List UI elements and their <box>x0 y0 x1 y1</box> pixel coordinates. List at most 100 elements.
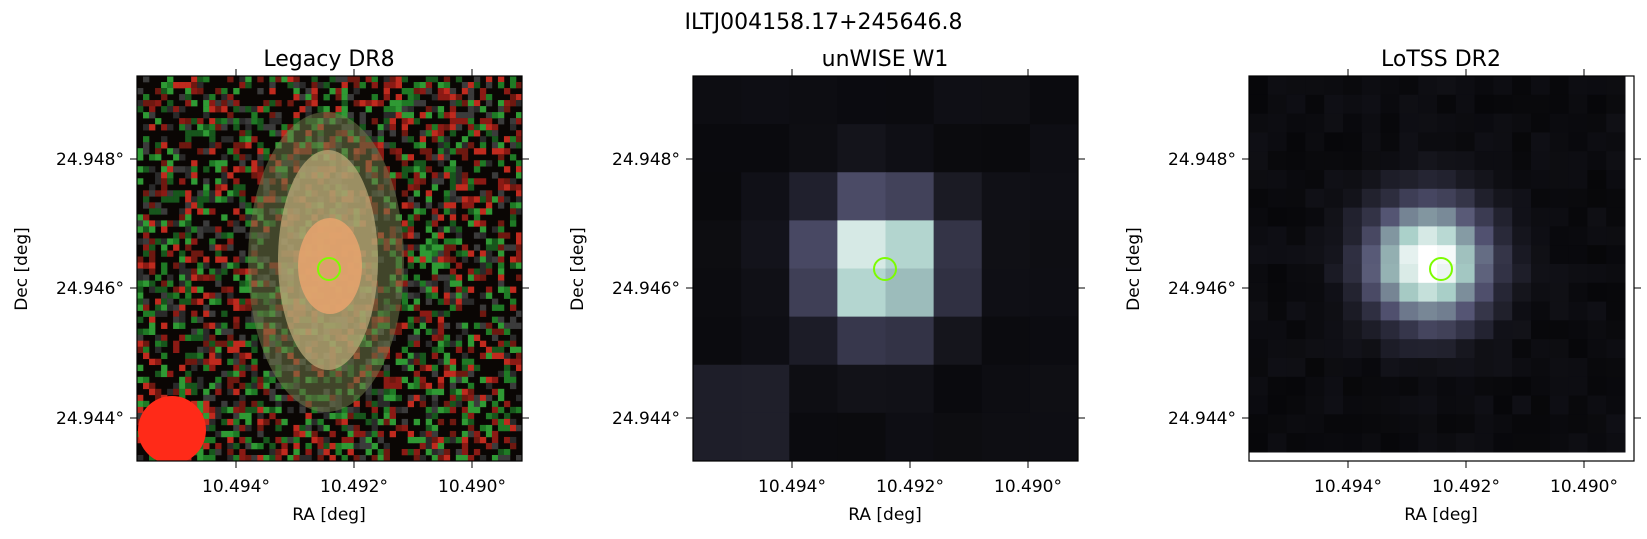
image-pixel <box>1305 301 1325 321</box>
image-pixel <box>221 94 228 101</box>
image-pixel <box>491 136 499 143</box>
image-pixel <box>179 82 186 89</box>
image-pixel <box>1549 320 1570 340</box>
image-pixel <box>509 178 517 185</box>
image-pixel <box>413 178 421 185</box>
image-pixel <box>1455 282 1476 303</box>
image-pixel <box>233 274 240 281</box>
image-pixel <box>515 394 522 402</box>
image-pixel <box>485 190 493 197</box>
image-pixel <box>227 406 234 414</box>
image-pixel <box>269 412 276 420</box>
image-pixel <box>437 334 445 341</box>
image-pixel <box>479 190 487 197</box>
image-pixel <box>227 358 234 366</box>
image-pixel <box>1606 188 1626 209</box>
image-pixel <box>1549 151 1570 171</box>
image-pixel <box>431 364 439 372</box>
image-pixel <box>437 160 445 167</box>
image-pixel <box>497 274 505 281</box>
image-pixel <box>1512 94 1532 115</box>
image-pixel <box>431 238 439 245</box>
image-pixel <box>155 334 162 341</box>
image-pixel <box>269 76 276 83</box>
image-pixel <box>467 412 475 420</box>
image-pixel <box>1437 433 1457 453</box>
image-pixel <box>1455 76 1476 96</box>
image-pixel <box>437 262 445 269</box>
image-pixel <box>185 118 192 125</box>
image-pixel <box>1380 358 1400 378</box>
image-pixel <box>1437 76 1457 96</box>
image-pixel <box>173 292 180 299</box>
image-pixel <box>305 430 312 438</box>
image-pixel <box>221 268 228 275</box>
image-pixel <box>431 244 439 251</box>
image-pixel <box>449 418 457 426</box>
image-pixel <box>203 274 210 281</box>
image-pixel <box>455 370 463 378</box>
image-pixel <box>1606 320 1626 340</box>
image-pixel <box>401 112 409 119</box>
image-pixel <box>227 232 234 239</box>
image-pixel <box>1437 94 1457 115</box>
image-pixel <box>155 304 162 311</box>
image-pixel <box>461 322 469 329</box>
image-pixel <box>1493 395 1513 415</box>
image-pixel <box>167 160 174 167</box>
image-pixel <box>161 142 168 149</box>
image-pixel <box>455 226 463 233</box>
image-pixel <box>197 82 204 89</box>
image-pixel <box>227 286 234 293</box>
image-pixel <box>1418 226 1438 246</box>
image-pixel <box>203 166 210 173</box>
image-pixel <box>1549 188 1570 209</box>
image-pixel <box>161 286 168 293</box>
image-pixel <box>443 262 451 269</box>
image-pixel <box>323 106 330 113</box>
panel-title: LoTSS DR2 <box>1381 47 1501 72</box>
image-pixel <box>215 292 222 299</box>
image-pixel <box>407 364 415 372</box>
image-pixel <box>449 406 457 414</box>
image-pixel <box>269 442 276 450</box>
image-pixel <box>155 190 162 197</box>
image-pixel <box>251 166 258 173</box>
image-pixel <box>425 124 433 131</box>
image-pixel <box>497 394 505 402</box>
image-pixel <box>437 418 445 426</box>
image-pixel <box>365 448 372 456</box>
image-pixel <box>203 400 210 408</box>
image-pixel <box>227 448 234 456</box>
image-pixel <box>173 382 180 390</box>
image-pixel <box>407 244 415 251</box>
unwise-pixel-grid <box>693 76 1078 461</box>
image-pixel <box>245 142 252 149</box>
image-pixel <box>215 166 222 173</box>
image-pixel <box>239 400 246 408</box>
image-pixel <box>185 292 192 299</box>
image-pixel <box>203 94 210 101</box>
image-pixel <box>389 100 396 107</box>
image-pixel <box>197 352 204 360</box>
image-pixel <box>1324 414 1344 434</box>
image-pixel <box>215 250 222 257</box>
image-pixel <box>305 442 312 450</box>
image-pixel <box>323 436 330 444</box>
image-pixel <box>203 340 210 348</box>
image-pixel <box>221 262 228 269</box>
image-pixel <box>789 268 838 318</box>
image-pixel <box>365 106 372 113</box>
image-pixel <box>1437 113 1457 133</box>
image-pixel <box>395 394 402 402</box>
image-pixel <box>155 340 162 348</box>
image-pixel <box>179 286 186 293</box>
image-pixel <box>305 94 312 101</box>
image-pixel <box>461 292 469 299</box>
image-pixel <box>981 412 1031 461</box>
image-pixel <box>407 184 415 191</box>
image-pixel <box>1286 170 1306 190</box>
image-pixel <box>479 220 487 227</box>
image-pixel <box>1286 395 1306 415</box>
image-pixel <box>191 88 198 95</box>
